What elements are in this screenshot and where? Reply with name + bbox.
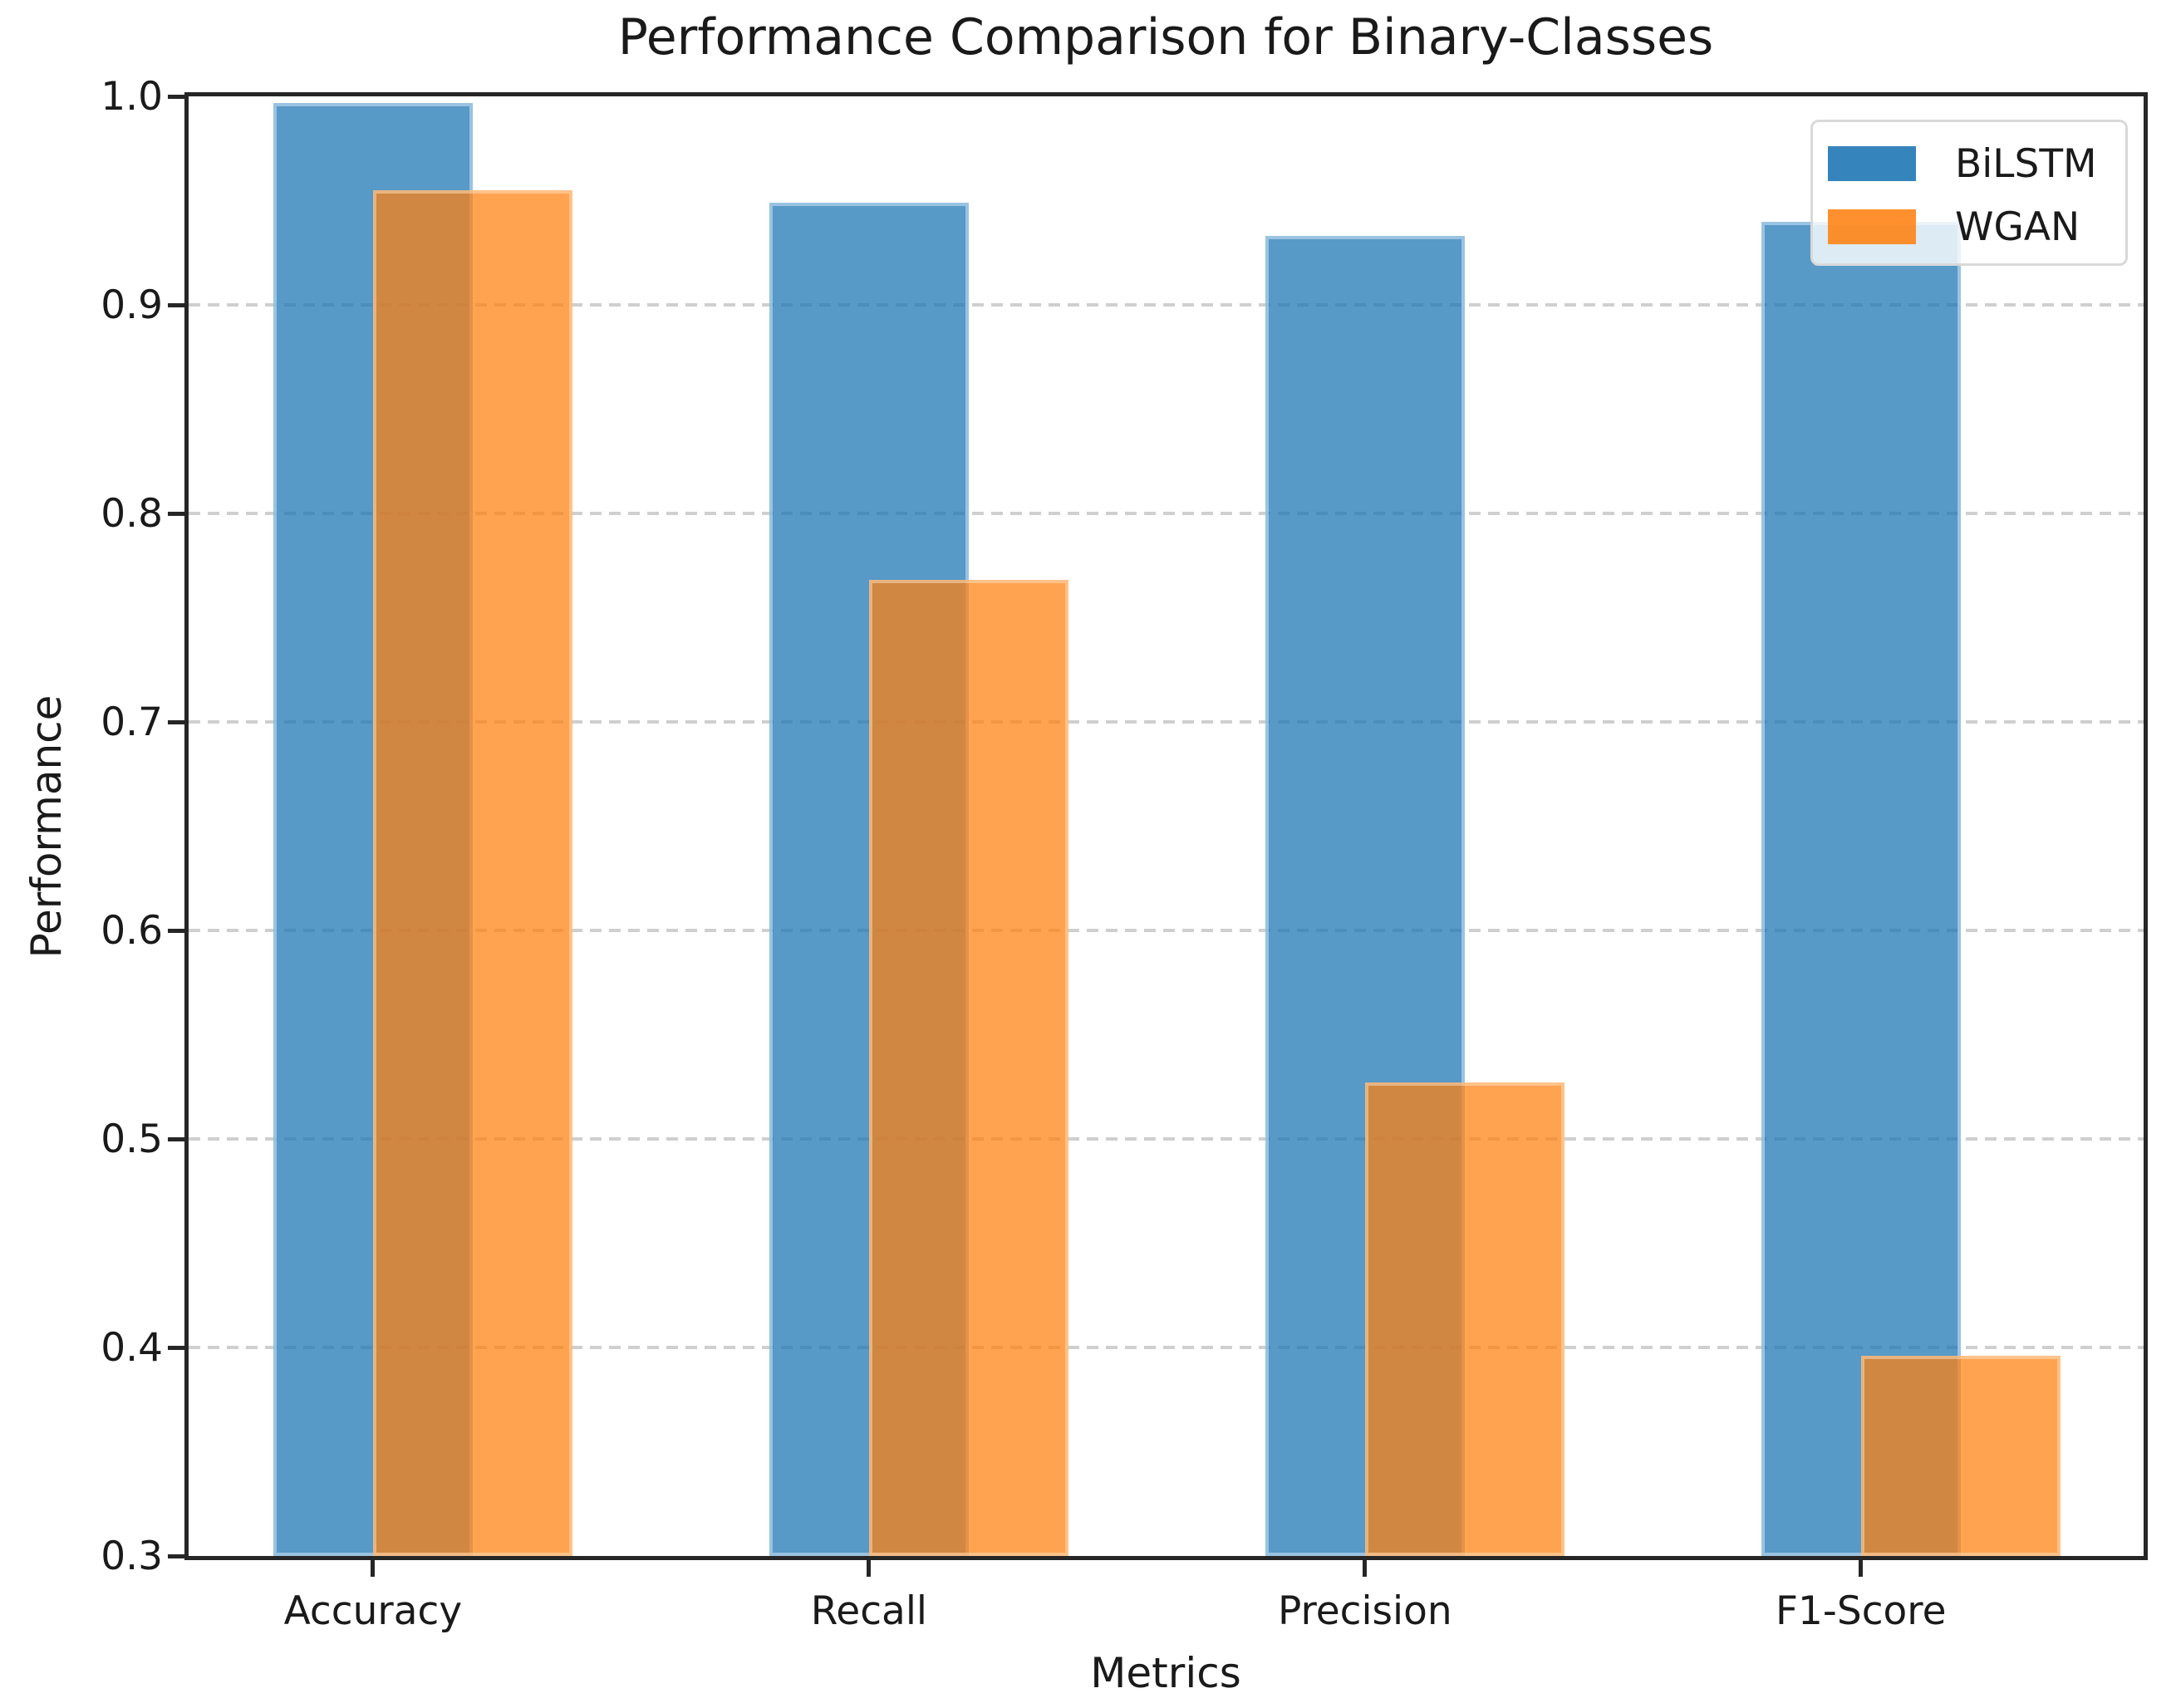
chart-title: Performance Comparison for Binary-Classe…	[617, 8, 1714, 66]
x-tick-label-precision: Precision	[1277, 1588, 1452, 1634]
bar-wgan-f1-score	[1860, 1356, 2061, 1556]
plot-inner	[189, 96, 2144, 1556]
y-tick-label: 0.3	[101, 1533, 163, 1579]
y-tick-label: 0.7	[101, 699, 163, 745]
y-tick-label: 0.4	[101, 1324, 163, 1371]
legend-entry-wgan: WGAN	[1828, 202, 2125, 252]
legend-label-wgan: WGAN	[1955, 204, 2080, 250]
y-tick-mark	[168, 1553, 184, 1558]
gridline	[189, 929, 2144, 932]
gridline	[189, 303, 2144, 307]
bar-wgan-recall	[868, 580, 1068, 1556]
y-tick-mark	[168, 1136, 184, 1141]
x-tick-label-recall: Recall	[810, 1588, 927, 1634]
y-tick-mark	[168, 302, 184, 307]
x-tick-label-accuracy: Accuracy	[283, 1588, 463, 1634]
legend-swatch-wgan	[1828, 209, 1916, 244]
bar-wgan-precision	[1364, 1082, 1564, 1556]
x-tick-label-f1-score: F1-Score	[1775, 1588, 1947, 1634]
legend: BiLSTM WGAN	[1810, 120, 2128, 266]
legend-entry-bilstm: BiLSTM	[1828, 139, 2125, 189]
y-tick-mark	[168, 1345, 184, 1350]
legend-label-bilstm: BiLSTM	[1955, 140, 2097, 187]
bar-wgan-accuracy	[372, 189, 572, 1556]
y-tick-label: 0.5	[101, 1116, 163, 1162]
y-tick-mark	[168, 511, 184, 516]
y-tick-label: 1.0	[101, 73, 163, 120]
y-tick-label: 0.6	[101, 907, 163, 954]
x-tick-mark	[1363, 1560, 1368, 1577]
gridline	[189, 512, 2144, 515]
x-tick-mark	[867, 1560, 872, 1577]
gridline	[189, 1346, 2144, 1349]
x-tick-mark	[1859, 1560, 1864, 1577]
plot-area	[184, 92, 2148, 1560]
y-tick-mark	[168, 94, 184, 99]
legend-swatch-bilstm	[1828, 146, 1916, 181]
gridline	[189, 1137, 2144, 1141]
gridline	[189, 720, 2144, 724]
y-tick-label: 0.9	[101, 282, 163, 328]
y-tick-label: 0.8	[101, 490, 163, 537]
y-tick-mark	[168, 928, 184, 933]
bar-bilstm-f1-score	[1761, 221, 1961, 1556]
x-tick-mark	[371, 1560, 376, 1577]
x-axis-label: Metrics	[1090, 1649, 1241, 1697]
y-tick-mark	[168, 719, 184, 724]
